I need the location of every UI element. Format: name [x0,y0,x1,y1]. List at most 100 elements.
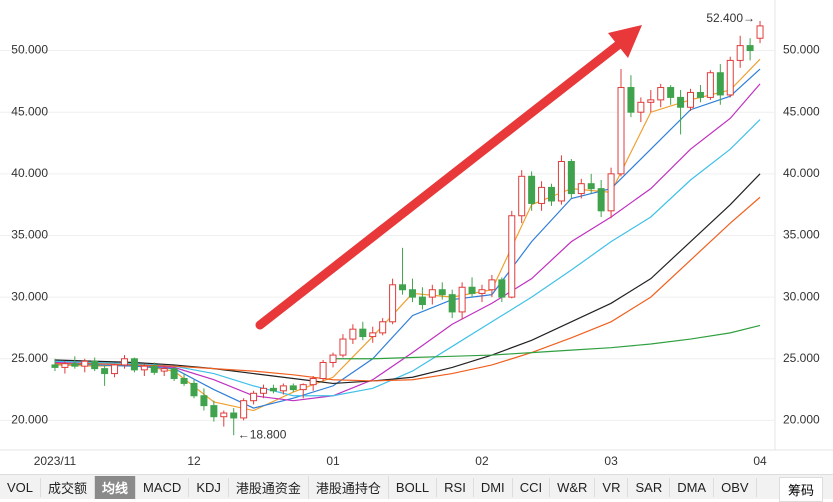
candle-body [51,364,59,368]
moving-average [54,83,761,402]
candle-body [220,412,228,418]
indicator-tab[interactable]: RSI [437,477,474,497]
candle-body [269,387,277,392]
candle-body [71,363,79,367]
candle-body [140,365,148,371]
candle-body [260,387,268,394]
candle-body [498,279,506,298]
candle-body [210,405,218,418]
candle-body [61,363,69,368]
indicator-tab[interactable]: CCI [513,477,551,497]
candle-body [577,183,585,195]
indicator-tab[interactable]: OBV [714,477,757,497]
indicator-tab[interactable]: KDJ [189,477,229,497]
moving-average [54,119,761,397]
candle-body [667,87,675,98]
y2-tick-label: 35.000 [783,228,820,242]
candle-body [289,385,297,391]
y-tick-label: 40.000 [11,166,48,180]
indicator-tab[interactable]: BOLL [389,477,438,497]
candle-body [438,289,446,296]
x-tick-label: 12 [187,454,201,468]
chart: 20.000 20.000 25.000 25.000 30.000 30.000 35.0… [0,0,833,468]
x-tick-label: 03 [604,454,618,468]
candle-body [538,186,546,204]
candle-body [299,384,307,391]
indicator-tab[interactable]: W&R [550,477,596,497]
candle-body [309,377,317,386]
candle-body [637,101,645,113]
candle-body [81,360,89,367]
candle-body [448,294,456,313]
candle-body [160,368,168,372]
candle-body [250,392,258,402]
candle-body [369,332,377,338]
y-tick-label: 25.000 [11,351,48,365]
candle-body [120,358,128,366]
y-tick-label: 20.000 [11,413,48,427]
y2-tick-label: 25.000 [783,351,820,365]
indicator-tab[interactable]: 港股通资金 [229,475,309,499]
indicator-tab[interactable]: MACD [136,477,190,497]
x-tick-label: 01 [326,454,340,468]
candle-body [319,361,327,379]
candle-body [150,365,158,373]
moving-average [54,196,761,382]
indicator-tab[interactable]: VR [595,477,629,497]
indicator-tab[interactable]: DMI [474,477,513,497]
candle-body [597,188,605,212]
candle-body [170,368,178,379]
candle-body [180,377,188,384]
y2-tick-label: 30.000 [783,289,820,303]
candle-body [428,289,436,298]
y2-tick-label: 45.000 [783,104,820,118]
indicator-tab[interactable]: SAR [628,477,671,497]
y2-tick-label: 20.000 [783,413,820,427]
candle-body [389,284,397,323]
candle-body [627,87,635,113]
x-tick-label: 2023/11 [34,454,77,468]
candle-body [587,183,595,190]
moving-average [54,173,761,385]
candle-body [706,72,714,98]
y-tick-label: 45.000 [11,104,48,118]
y-tick-label: 35.000 [11,228,48,242]
candle-body [518,175,526,217]
indicator-tabs: VOL 成交额 均线 MACD KDJ 港股通资金 港股通持仓 BOLL RSI DMI CCI W&… [0,474,833,499]
candle-body [240,400,248,419]
x-tick-label: 04 [753,454,767,468]
moving-average [333,324,761,360]
side-tab[interactable]: 筹码 [778,477,823,502]
candle-body [696,91,704,98]
candle-body [408,289,416,298]
candle-body [418,296,426,306]
extreme-label: 52.400→ [706,11,755,25]
candle-body [200,395,208,407]
indicator-tab[interactable]: DMA [670,477,715,497]
candle-body [528,175,536,204]
indicator-tab[interactable]: 港股通持仓 [309,475,389,499]
candle-body [736,45,744,61]
candle-body [130,358,138,371]
indicator-tab[interactable]: VOL [0,477,42,497]
candle-body [746,45,754,52]
indicator-tab[interactable]: 均线 [95,475,137,499]
candle-body [468,286,476,294]
candle-body [617,87,625,175]
candle-body [607,173,615,212]
candle-body [458,286,466,313]
candle-body [349,328,357,340]
candle-body [379,321,387,334]
candle-body [478,289,486,294]
y-tick-label: 30.000 [11,289,48,303]
candle-body [399,284,407,291]
candle-body [657,87,665,101]
trend-arrow [255,25,642,330]
candle-body [756,25,764,39]
candle-body [329,354,337,363]
candle-body [488,279,496,291]
candle-body [508,215,516,298]
candle-body [726,59,734,96]
indicator-tab[interactable]: 成交额 [41,475,96,499]
